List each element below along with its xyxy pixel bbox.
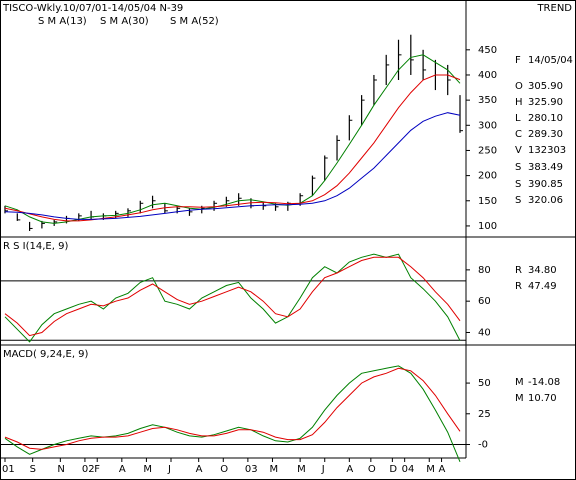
indicator-line: [4, 256, 461, 337]
y-tick-label: 50: [478, 378, 491, 389]
y-tick-label: 40: [478, 327, 491, 338]
x-tick-label: 03: [245, 464, 258, 475]
y-tick-label: 300: [478, 120, 497, 131]
y-tick-label: 25: [478, 409, 491, 420]
legend-entry: S M A(30): [100, 16, 149, 27]
readout-value: 14/05/04: [528, 55, 573, 66]
readout-value: 34.80: [528, 265, 557, 276]
readout-key: M: [515, 377, 524, 388]
y-tick-label: 200: [478, 171, 497, 182]
readout-key: F: [515, 55, 521, 66]
readout-value: 320.06: [528, 195, 563, 206]
readout-value: 383.49: [528, 162, 563, 173]
legend-entry: S M A(52): [170, 16, 219, 27]
panel-title: MACD( 9,24,E, 9): [3, 349, 89, 360]
readout-value: 47.49: [528, 281, 557, 292]
readout-key: V: [515, 145, 522, 156]
y-tick-label: 150: [478, 196, 497, 207]
legend-entry: S M A(13): [38, 16, 87, 27]
x-tick-label: 02: [82, 464, 95, 475]
x-tick-label: A: [346, 464, 353, 475]
readout-key: S: [515, 195, 521, 206]
y-tick-label: 450: [478, 45, 497, 56]
x-tick-label: N: [57, 464, 64, 475]
x-tick-label: A: [119, 464, 126, 475]
x-tick-label: M: [426, 464, 435, 475]
readout-value: 280.10: [528, 113, 563, 124]
readout-value: 289.30: [528, 129, 563, 140]
x-tick-label: D: [389, 464, 397, 475]
x-tick-label: A: [439, 464, 446, 475]
readout-key: M: [515, 393, 524, 404]
readout-value: 132303: [528, 145, 566, 156]
y-tick-label: 400: [478, 70, 497, 81]
x-tick-label: J: [167, 464, 171, 475]
x-tick-label: J: [321, 464, 325, 475]
x-tick-label: S: [30, 464, 36, 475]
sma-line: [4, 112, 461, 220]
readout-value: 390.85: [528, 179, 563, 190]
y-tick-label: 100: [478, 221, 497, 232]
x-tick-label: F: [94, 464, 100, 475]
readout-value: 325.90: [528, 97, 563, 108]
indicator-line: [4, 367, 461, 450]
y-tick-label: 80: [478, 265, 491, 276]
readout-key: S: [515, 162, 521, 173]
indicator-line: [4, 253, 461, 343]
y-tick-label: 60: [478, 296, 491, 307]
readout-key: O: [515, 81, 523, 92]
readout-value: 10.70: [528, 393, 557, 404]
trend-label: TREND: [536, 3, 572, 14]
y-tick-label: 250: [478, 145, 497, 156]
y-tick-label: 350: [478, 95, 497, 106]
panel-title: R S I(14,E, 9): [3, 241, 68, 252]
readout-key: C: [515, 129, 522, 140]
x-tick-label: A: [196, 464, 203, 475]
indicator-line: [4, 365, 461, 462]
readout-value: 305.90: [528, 81, 563, 92]
x-tick-label: M: [269, 464, 278, 475]
readout-key: S: [515, 179, 521, 190]
x-tick-label: O: [368, 464, 376, 475]
x-tick-label: O: [220, 464, 228, 475]
readout-value: -14.08: [528, 377, 560, 388]
readout-key: H: [515, 97, 523, 108]
x-tick-label: 01: [2, 464, 15, 475]
readout-key: L: [515, 113, 521, 124]
readout-key: R: [515, 281, 522, 292]
y-tick-label: -0: [478, 439, 488, 450]
sma-line: [4, 74, 461, 222]
x-tick-label: M: [297, 464, 306, 475]
chart-header: TISCO-Wkly.10/07/01-14/05/04 N-39: [2, 3, 183, 14]
x-tick-label: M: [143, 464, 152, 475]
readout-key: R: [515, 265, 522, 276]
x-tick-label: 04: [402, 464, 415, 475]
